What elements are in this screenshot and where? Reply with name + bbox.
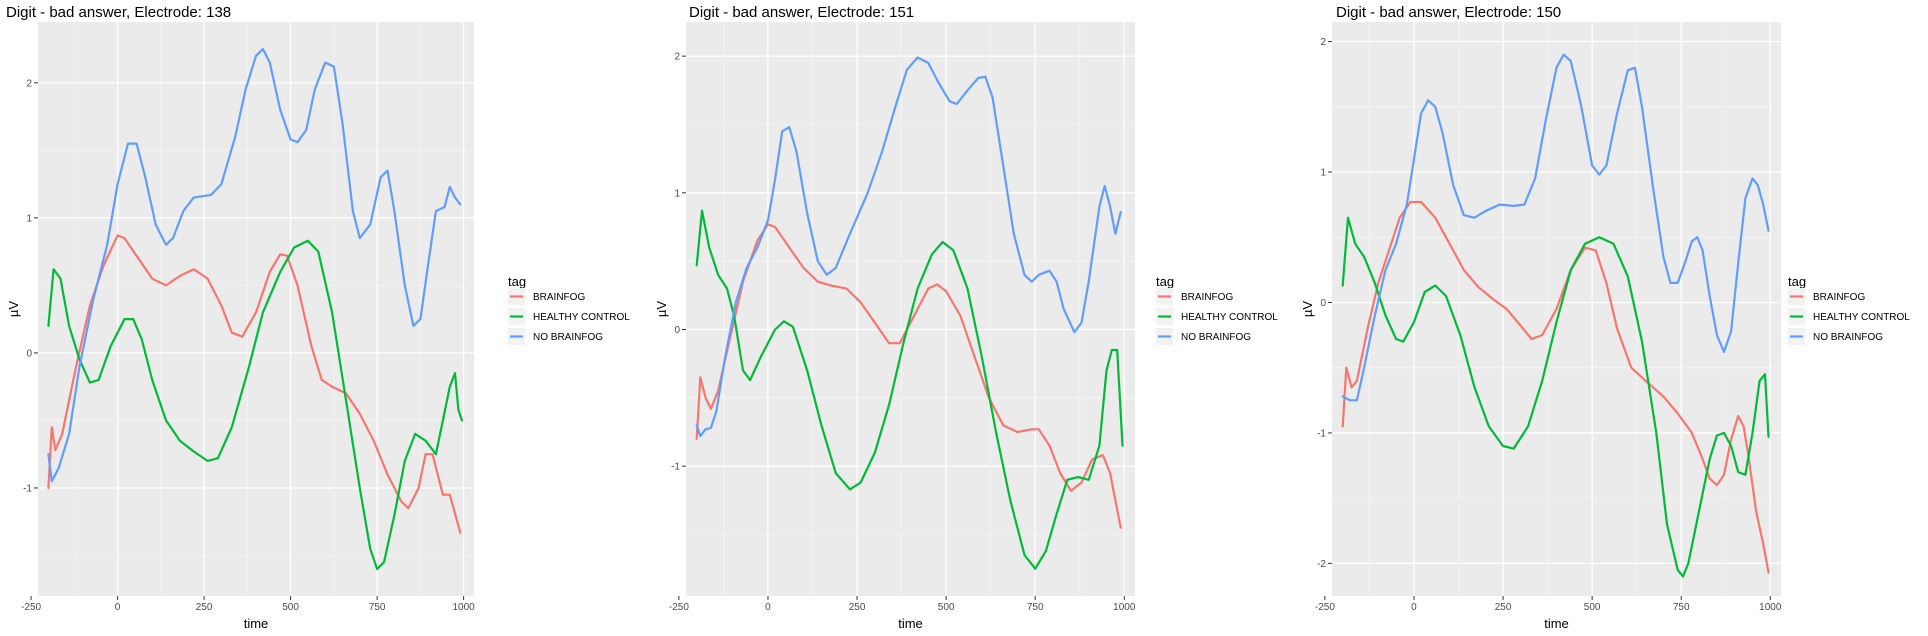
legend: tag BRAINFOG HEALTHY CONTROL NO BRAINFOG [1156, 274, 1278, 345]
x-tick-label: 1000 [1113, 602, 1136, 613]
x-tick-label: -250 [669, 602, 689, 613]
x-tick-label: 250 [1495, 602, 1512, 613]
series-line-healthy-control [1341, 216, 1770, 578]
x-tick-label: 500 [1584, 602, 1601, 613]
x-tick-label: 750 [1027, 602, 1044, 613]
chart-panel-1: Digit - bad answer, Electrode: 151 -250 0 2… [654, 4, 1278, 631]
legend-item-label: NO BRAINFOG [533, 332, 603, 343]
x-tick-label: 500 [938, 602, 955, 613]
panel-title: Digit - bad answer, Electrode: 150 [1336, 4, 1561, 21]
legend-item-label: NO BRAINFOG [1181, 332, 1251, 343]
y-tick-label: -2 [1317, 559, 1326, 570]
y-tick-label: 1 [26, 213, 32, 224]
series-line-no-brainfog [47, 47, 462, 483]
legend-item-label: HEALTHY CONTROL [1813, 312, 1910, 323]
legend-title: tag [1156, 274, 1174, 289]
legend-item-label: BRAINFOG [1181, 292, 1233, 303]
legend: tag BRAINFOG HEALTHY CONTROL NO BRAINFOG [508, 274, 630, 345]
series-line-healthy-control [47, 239, 463, 571]
y-axis-label: µV [654, 301, 669, 317]
panel-title: Digit - bad answer, Electrode: 151 [689, 4, 914, 21]
y-tick-label: 2 [26, 78, 32, 89]
y-tick-label: -1 [671, 462, 680, 473]
y-tick-label: 0 [26, 348, 32, 359]
x-axis-label: time [898, 616, 923, 631]
legend: tag BRAINFOG HEALTHY CONTROL NO BRAINFOG [1788, 274, 1910, 345]
y-axis-label: µV [1300, 301, 1315, 317]
y-tick-label: 0 [674, 325, 680, 336]
chart-panel-0: Digit - bad answer, Electrode: 138 -250 0 2… [6, 4, 630, 631]
x-tick-label: 750 [369, 602, 386, 613]
x-tick-label: 0 [765, 602, 771, 613]
x-tick-label: 250 [196, 602, 213, 613]
x-tick-label: 0 [115, 602, 121, 613]
x-tick-label: -250 [21, 602, 41, 613]
series-line-healthy-control [695, 209, 1124, 570]
y-tick-label: 1 [1320, 168, 1326, 179]
legend-item-label: BRAINFOG [1813, 292, 1865, 303]
chart-panel-2: Digit - bad answer, Electrode: 150-250 0 2… [1300, 4, 1910, 631]
x-tick-label: 0 [1411, 602, 1417, 613]
x-tick-label: 250 [849, 602, 866, 613]
x-tick-label: 750 [1673, 602, 1690, 613]
legend-item-label: HEALTHY CONTROL [1181, 312, 1278, 323]
x-axis-label: time [244, 616, 269, 631]
y-tick-label: -1 [23, 483, 32, 494]
x-axis-label: time [1544, 616, 1569, 631]
y-tick-label: 1 [674, 188, 680, 199]
y-tick-label: 2 [674, 52, 680, 63]
x-tick-label: -250 [1315, 602, 1335, 613]
y-tick-label: 2 [1320, 37, 1326, 48]
legend-item-label: BRAINFOG [533, 292, 585, 303]
y-tick-label: -1 [1317, 428, 1326, 439]
legend-item-label: HEALTHY CONTROL [533, 312, 630, 323]
series-line-no-brainfog [1341, 53, 1770, 402]
series-line-brainfog [47, 234, 462, 534]
legend-title: tag [508, 274, 526, 289]
plot-background [686, 22, 1135, 596]
y-tick-label: 0 [1320, 298, 1326, 309]
series-line-no-brainfog [695, 56, 1122, 438]
x-tick-label: 1000 [1759, 602, 1782, 613]
y-axis-label: µV [6, 301, 21, 317]
legend-title: tag [1788, 274, 1806, 289]
x-tick-label: 500 [282, 602, 299, 613]
legend-item-label: NO BRAINFOG [1813, 332, 1883, 343]
panel-title: Digit - bad answer, Electrode: 138 [6, 4, 231, 21]
x-tick-label: 1000 [452, 602, 475, 613]
